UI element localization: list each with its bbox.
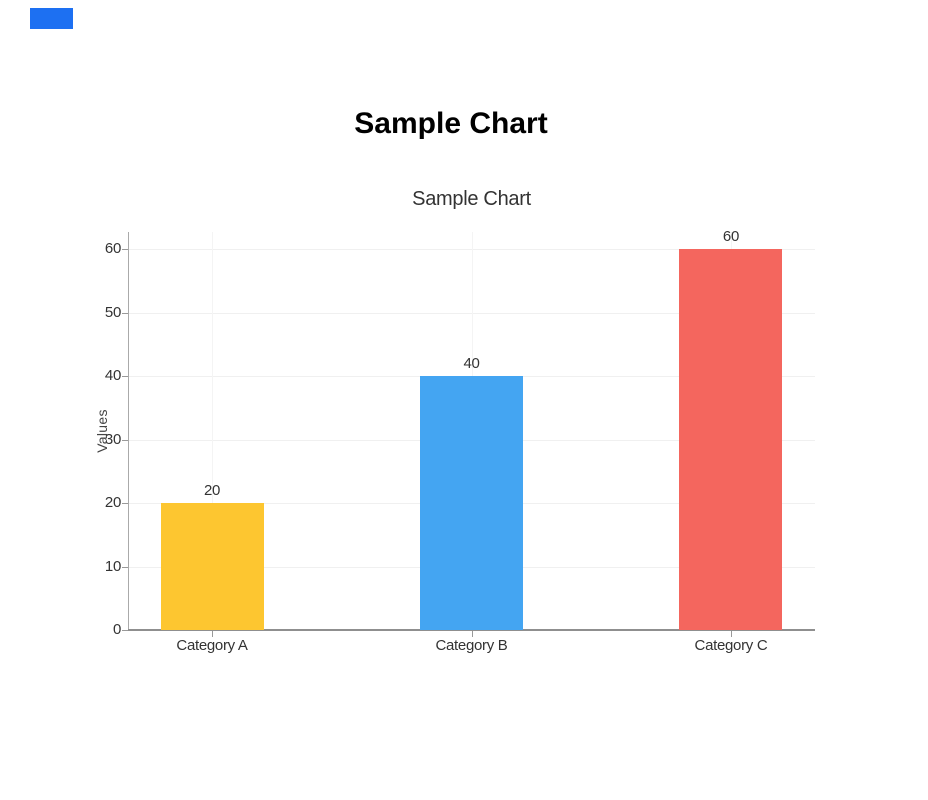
y-tick-mark bbox=[122, 249, 128, 251]
blue-square-marker bbox=[30, 8, 73, 29]
h-gridline bbox=[128, 312, 815, 314]
chart-title: Sample Chart bbox=[412, 188, 531, 210]
x-tick-mark bbox=[472, 631, 473, 637]
x-axis-line bbox=[128, 629, 815, 631]
y-tick-label: 30 bbox=[104, 430, 121, 448]
bar-value-label: 40 bbox=[463, 355, 480, 372]
y-tick-mark bbox=[122, 439, 128, 441]
x-tick-mark bbox=[212, 631, 213, 637]
x-category-label: Category C bbox=[694, 637, 768, 654]
x-tick-mark bbox=[731, 631, 732, 637]
h-gridline bbox=[128, 249, 815, 251]
page-title: Sample Chart bbox=[354, 107, 548, 140]
y-tick-mark bbox=[122, 376, 128, 377]
bar-category-b bbox=[420, 376, 523, 630]
v-gridline bbox=[212, 232, 213, 630]
bar-category-a bbox=[160, 503, 264, 630]
x-category-label: Category B bbox=[435, 637, 508, 654]
y-axis-line bbox=[128, 232, 129, 630]
bar-category-c bbox=[679, 249, 783, 630]
plot-area bbox=[128, 232, 815, 631]
y-tick-mark bbox=[122, 566, 128, 568]
x-category-label: Category A bbox=[176, 637, 248, 654]
y-tick-mark bbox=[122, 503, 128, 504]
y-tick-label: 40 bbox=[104, 367, 121, 384]
y-tick-label: 20 bbox=[104, 494, 121, 511]
y-tick-label: 0 bbox=[112, 621, 121, 638]
y-tick-mark bbox=[122, 312, 128, 314]
y-tick-mark bbox=[122, 630, 128, 631]
y-axis-title: Values bbox=[94, 409, 110, 453]
bar-value-label: 60 bbox=[722, 228, 740, 246]
y-tick-label: 10 bbox=[104, 557, 121, 575]
y-tick-label: 60 bbox=[104, 240, 121, 258]
bar-value-label: 20 bbox=[203, 482, 221, 499]
y-tick-label: 50 bbox=[104, 303, 121, 321]
